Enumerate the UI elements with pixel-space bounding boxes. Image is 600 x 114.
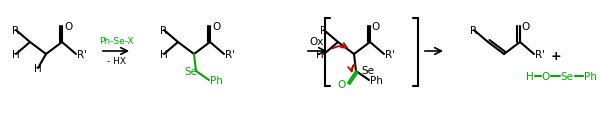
Text: O: O <box>212 22 220 32</box>
Text: R': R' <box>225 50 235 60</box>
Text: R: R <box>470 26 478 36</box>
Text: - HX: - HX <box>107 57 125 66</box>
Text: H: H <box>160 50 168 60</box>
Text: H: H <box>34 63 42 73</box>
Text: Ph: Ph <box>370 75 382 85</box>
Text: H: H <box>316 50 324 60</box>
Text: Ox: Ox <box>310 37 324 47</box>
Text: O: O <box>337 79 345 89</box>
Text: O: O <box>64 22 72 32</box>
Text: +: + <box>551 50 562 63</box>
Text: R: R <box>13 26 20 36</box>
Text: H: H <box>12 50 20 60</box>
Text: R: R <box>160 26 167 36</box>
Text: Se: Se <box>560 71 574 81</box>
Text: R: R <box>320 26 328 36</box>
Text: Ph-Se-X: Ph-Se-X <box>98 37 133 46</box>
Text: Se: Se <box>185 66 197 76</box>
Text: R': R' <box>535 50 545 60</box>
Text: H: H <box>526 71 534 81</box>
Text: O: O <box>542 71 550 81</box>
Text: Se: Se <box>361 65 374 75</box>
Text: O: O <box>522 22 530 32</box>
Text: Ph: Ph <box>584 71 596 81</box>
Text: Ph: Ph <box>209 75 223 85</box>
Text: R': R' <box>77 50 87 60</box>
Text: R': R' <box>385 50 395 60</box>
Text: O: O <box>372 22 380 32</box>
